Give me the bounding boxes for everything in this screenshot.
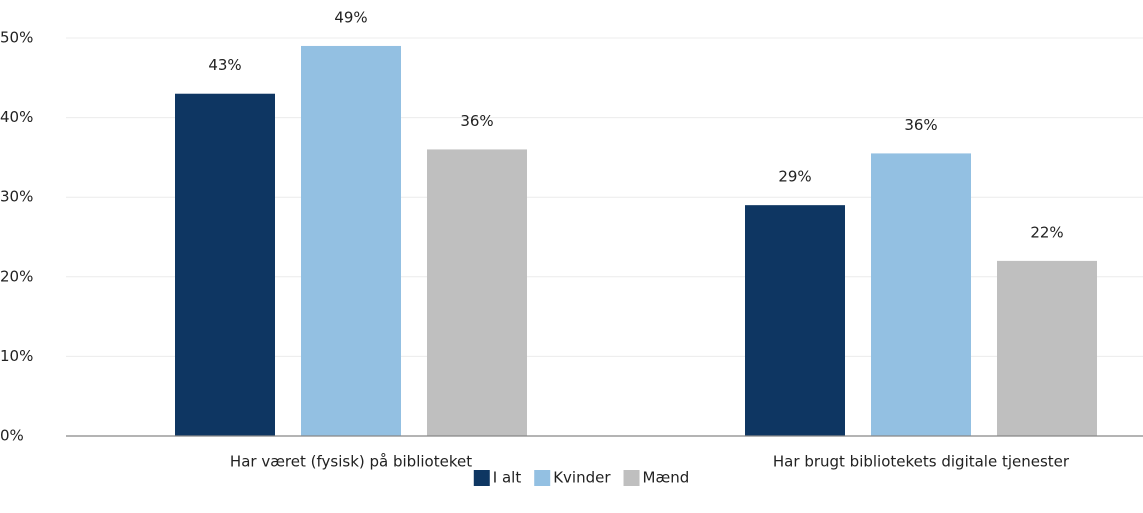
- legend-label: I alt: [493, 469, 522, 487]
- y-tick-label: 0%: [0, 427, 24, 445]
- bar: [871, 153, 971, 437]
- y-tick-label: 20%: [0, 267, 33, 285]
- value-label: 36%: [904, 116, 937, 134]
- y-tick-label: 50%: [0, 29, 33, 47]
- legend-swatch: [534, 470, 551, 486]
- bar: [175, 93, 275, 436]
- x-tick-label: Har været (fysisk) på biblioteket: [230, 453, 472, 471]
- bar: [301, 45, 401, 437]
- y-tick-label: 40%: [0, 108, 33, 126]
- y-tick-label: 30%: [0, 188, 33, 206]
- x-tick-label: Har brugt bibliotekets digitale tjeneste…: [773, 453, 1070, 471]
- legend-swatch: [623, 470, 640, 486]
- value-label: 49%: [334, 8, 367, 26]
- value-label: 22%: [1030, 223, 1063, 241]
- legend-swatch: [473, 470, 490, 486]
- bar: [427, 149, 527, 436]
- value-label: 43%: [208, 56, 241, 74]
- legend: I alt Kvinder Mænd: [473, 469, 690, 487]
- value-label: 36%: [460, 112, 493, 130]
- bar: [745, 205, 845, 436]
- legend-label: Mænd: [643, 469, 690, 487]
- legend-label: Kvinder: [553, 469, 611, 487]
- y-tick-label: 10%: [0, 347, 33, 365]
- value-label: 29%: [778, 168, 811, 186]
- bar: [997, 260, 1097, 436]
